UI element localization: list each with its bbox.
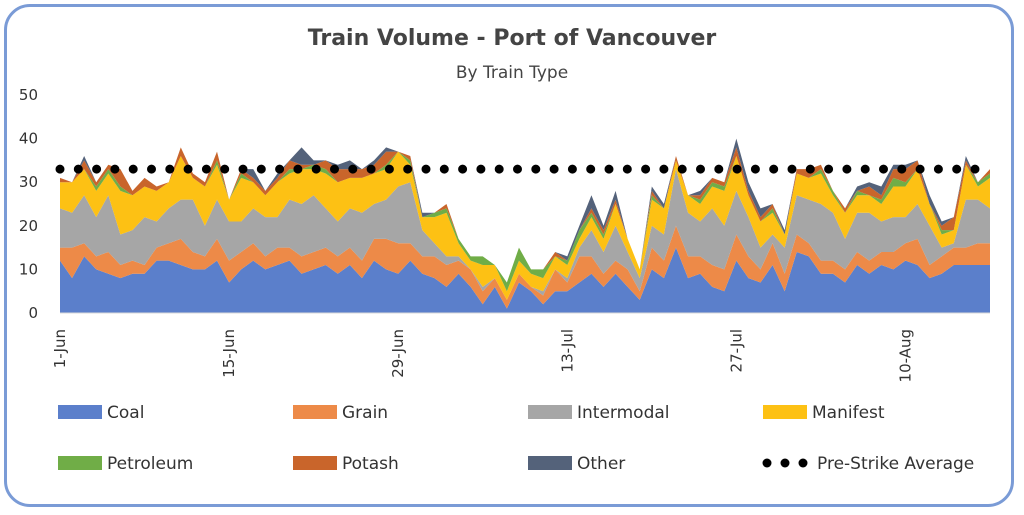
legend-label: Petroleum [107, 454, 193, 474]
x-tick-label: 27-Jul [727, 329, 745, 372]
legend-item-intermodal: Intermodal [528, 403, 670, 423]
area-petroleum [60, 151, 990, 292]
legend: Coal Grain Intermodal Manifest Petroleum Pota… [58, 403, 974, 474]
legend-item-coal: Coal [58, 403, 144, 423]
legend-swatch [293, 405, 337, 419]
y-tick-label: 30 [19, 173, 38, 191]
y-tick-label: 20 [19, 217, 38, 235]
y-tick-label: 10 [19, 260, 38, 278]
legend-item-grain: Grain [293, 403, 388, 423]
stacked-areas [60, 138, 990, 313]
area-intermodal [60, 169, 990, 300]
legend-swatch [528, 405, 572, 419]
legend-swatch [58, 456, 102, 470]
legend-label: Intermodal [577, 403, 670, 423]
chart-title: Train Volume - Port of Vancouver [308, 26, 717, 51]
area-coal [60, 247, 990, 313]
chart-subtitle: By Train Type [456, 63, 568, 83]
legend-label: Potash [342, 454, 399, 474]
legend-item-other: Other [528, 454, 625, 474]
legend-item-pre-strike-average: Pre-Strike Average [762, 454, 974, 474]
x-tick-label: 1-Jun [51, 329, 69, 368]
legend-dot [762, 458, 772, 468]
y-tick-label: 40 [19, 130, 38, 148]
y-tick-label: 50 [19, 86, 38, 104]
legend-dot [798, 458, 808, 468]
legend-swatch [763, 405, 807, 419]
legend-swatch [528, 456, 572, 470]
legend-label: Pre-Strike Average [817, 454, 974, 474]
x-tick-label: 13-Jul [558, 329, 576, 372]
x-tick-label: 10-Aug [896, 329, 914, 382]
legend-dot [780, 458, 790, 468]
legend-swatch [293, 456, 337, 470]
x-axis: 1-Jun 15-Jun 29-Jun 13-Jul 27-Jul 10-Aug [51, 329, 914, 382]
legend-item-petroleum: Petroleum [58, 454, 193, 474]
legend-item-manifest: Manifest [763, 403, 885, 423]
legend-swatch [58, 405, 102, 419]
y-axis: 0 10 20 30 40 50 [19, 86, 38, 322]
area-manifest [60, 151, 990, 300]
legend-label: Other [577, 454, 625, 474]
legend-label: Manifest [812, 403, 885, 423]
y-tick-label: 0 [28, 304, 38, 322]
x-tick-label: 15-Jun [220, 329, 238, 378]
legend-label: Coal [107, 403, 144, 423]
x-tick-label: 29-Jun [389, 329, 407, 378]
legend-label: Grain [342, 403, 388, 423]
legend-item-potash: Potash [293, 454, 399, 474]
